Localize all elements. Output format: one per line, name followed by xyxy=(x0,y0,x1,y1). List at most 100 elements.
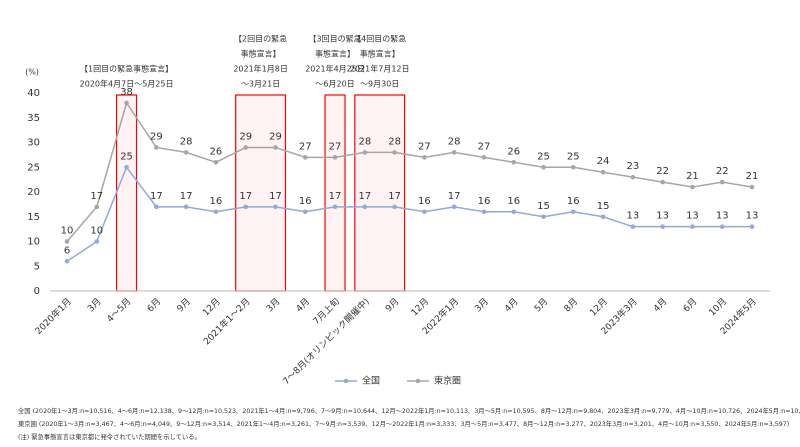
point xyxy=(213,160,219,165)
point xyxy=(600,169,606,175)
data-label: 25 xyxy=(537,151,550,162)
point xyxy=(630,224,636,229)
data-label: 15 xyxy=(597,201,610,212)
data-label: 22 xyxy=(656,166,669,177)
point xyxy=(690,224,695,229)
y-tick-label: 0 xyxy=(34,286,40,297)
highlight-label: 【1回目の緊急事態宣言】 xyxy=(80,64,173,74)
y-axis-label: (%) xyxy=(25,68,39,77)
highlight-label: 【2回目の緊急 xyxy=(234,34,287,44)
point xyxy=(273,145,278,150)
x-tick-label: 3月 xyxy=(473,296,491,314)
data-label: 17 xyxy=(269,191,282,202)
point xyxy=(243,204,248,210)
data-label: 26 xyxy=(507,146,520,157)
point xyxy=(392,204,397,210)
legend-marker xyxy=(415,378,421,384)
data-label: 13 xyxy=(686,211,699,222)
data-label: 28 xyxy=(180,136,193,147)
data-label: 24 xyxy=(597,156,610,167)
data-label: 16 xyxy=(567,196,580,207)
point xyxy=(749,184,755,190)
point xyxy=(273,204,278,210)
data-label: 27 xyxy=(329,141,342,152)
highlight-label: 【4回目の緊急 xyxy=(353,34,406,44)
series-line xyxy=(66,101,753,242)
data-label: 29 xyxy=(269,131,282,142)
x-tick-label: 12月 xyxy=(409,296,431,318)
highlight-label: 2021年1月8日 xyxy=(233,64,288,74)
data-label: 28 xyxy=(388,136,401,147)
point xyxy=(451,150,457,155)
data-label: 17 xyxy=(239,191,252,202)
highlight-label: 事態宣言】 xyxy=(360,49,400,59)
data-label: 29 xyxy=(239,131,252,142)
data-label: 21 xyxy=(686,171,699,182)
x-tick-label: 8月 xyxy=(562,296,580,314)
data-label: 13 xyxy=(656,211,669,222)
point xyxy=(392,150,397,155)
point xyxy=(183,204,189,210)
point xyxy=(719,179,725,185)
point xyxy=(481,155,487,160)
x-tick-label: 4月 xyxy=(651,296,669,314)
highlight-label: 2021年7月12日 xyxy=(350,64,410,74)
point xyxy=(541,214,546,220)
point xyxy=(749,224,755,229)
data-label: 26 xyxy=(210,146,223,157)
x-tick-label: 12月 xyxy=(588,296,610,318)
point xyxy=(511,209,517,215)
point xyxy=(541,164,546,170)
point xyxy=(719,224,725,229)
x-tick-label: 2020年1月 xyxy=(32,295,73,336)
point xyxy=(243,145,248,150)
highlight-box xyxy=(115,94,138,292)
x-tick-label: 12月 xyxy=(201,296,223,318)
data-label: 25 xyxy=(120,151,133,162)
point xyxy=(481,209,487,215)
y-tick-label: 25 xyxy=(27,162,40,173)
y-tick-label: 10 xyxy=(27,237,40,248)
point xyxy=(332,155,338,160)
highlight-label: 2021年4月25日 xyxy=(305,64,365,74)
data-label: 27 xyxy=(299,141,312,152)
data-label: 29 xyxy=(150,131,163,142)
x-tick-label: 6月 xyxy=(681,296,699,314)
point xyxy=(124,100,129,106)
data-label: 28 xyxy=(448,136,461,147)
point xyxy=(422,155,427,160)
data-label: 6 xyxy=(64,245,70,256)
data-label: 17 xyxy=(180,191,193,202)
x-tick-label: 6月 xyxy=(145,296,163,314)
data-label: 10 xyxy=(61,226,74,237)
x-tick-label: 7月上旬 xyxy=(310,295,342,327)
point xyxy=(124,164,129,170)
point xyxy=(690,184,695,190)
point xyxy=(332,204,338,210)
point xyxy=(451,204,457,210)
legend-marker xyxy=(343,378,349,384)
data-label: 16 xyxy=(478,196,491,207)
data-label: 17 xyxy=(329,191,342,202)
point xyxy=(362,150,368,155)
footnote: (注) 緊急事態宣言は東京都に発令されていた期間を示している。 xyxy=(18,432,201,441)
data-label: 17 xyxy=(150,191,163,202)
point xyxy=(600,214,606,220)
point xyxy=(422,209,427,215)
point xyxy=(94,239,100,244)
data-label: 28 xyxy=(358,136,371,147)
data-label: 13 xyxy=(627,211,640,222)
point xyxy=(154,204,159,210)
x-tick-label: 10月 xyxy=(707,296,729,318)
data-label: 10 xyxy=(90,226,103,237)
data-label: 16 xyxy=(507,196,520,207)
x-tick-label: 3月 xyxy=(264,296,282,314)
highlight-label: ～6月20日 xyxy=(315,80,354,89)
series-line xyxy=(66,165,752,262)
x-tick-label: 4月 xyxy=(294,296,312,314)
data-label: 17 xyxy=(90,191,103,202)
point xyxy=(64,239,70,244)
point xyxy=(183,150,189,155)
highlight-label: 【3回目の緊急 xyxy=(308,34,361,44)
